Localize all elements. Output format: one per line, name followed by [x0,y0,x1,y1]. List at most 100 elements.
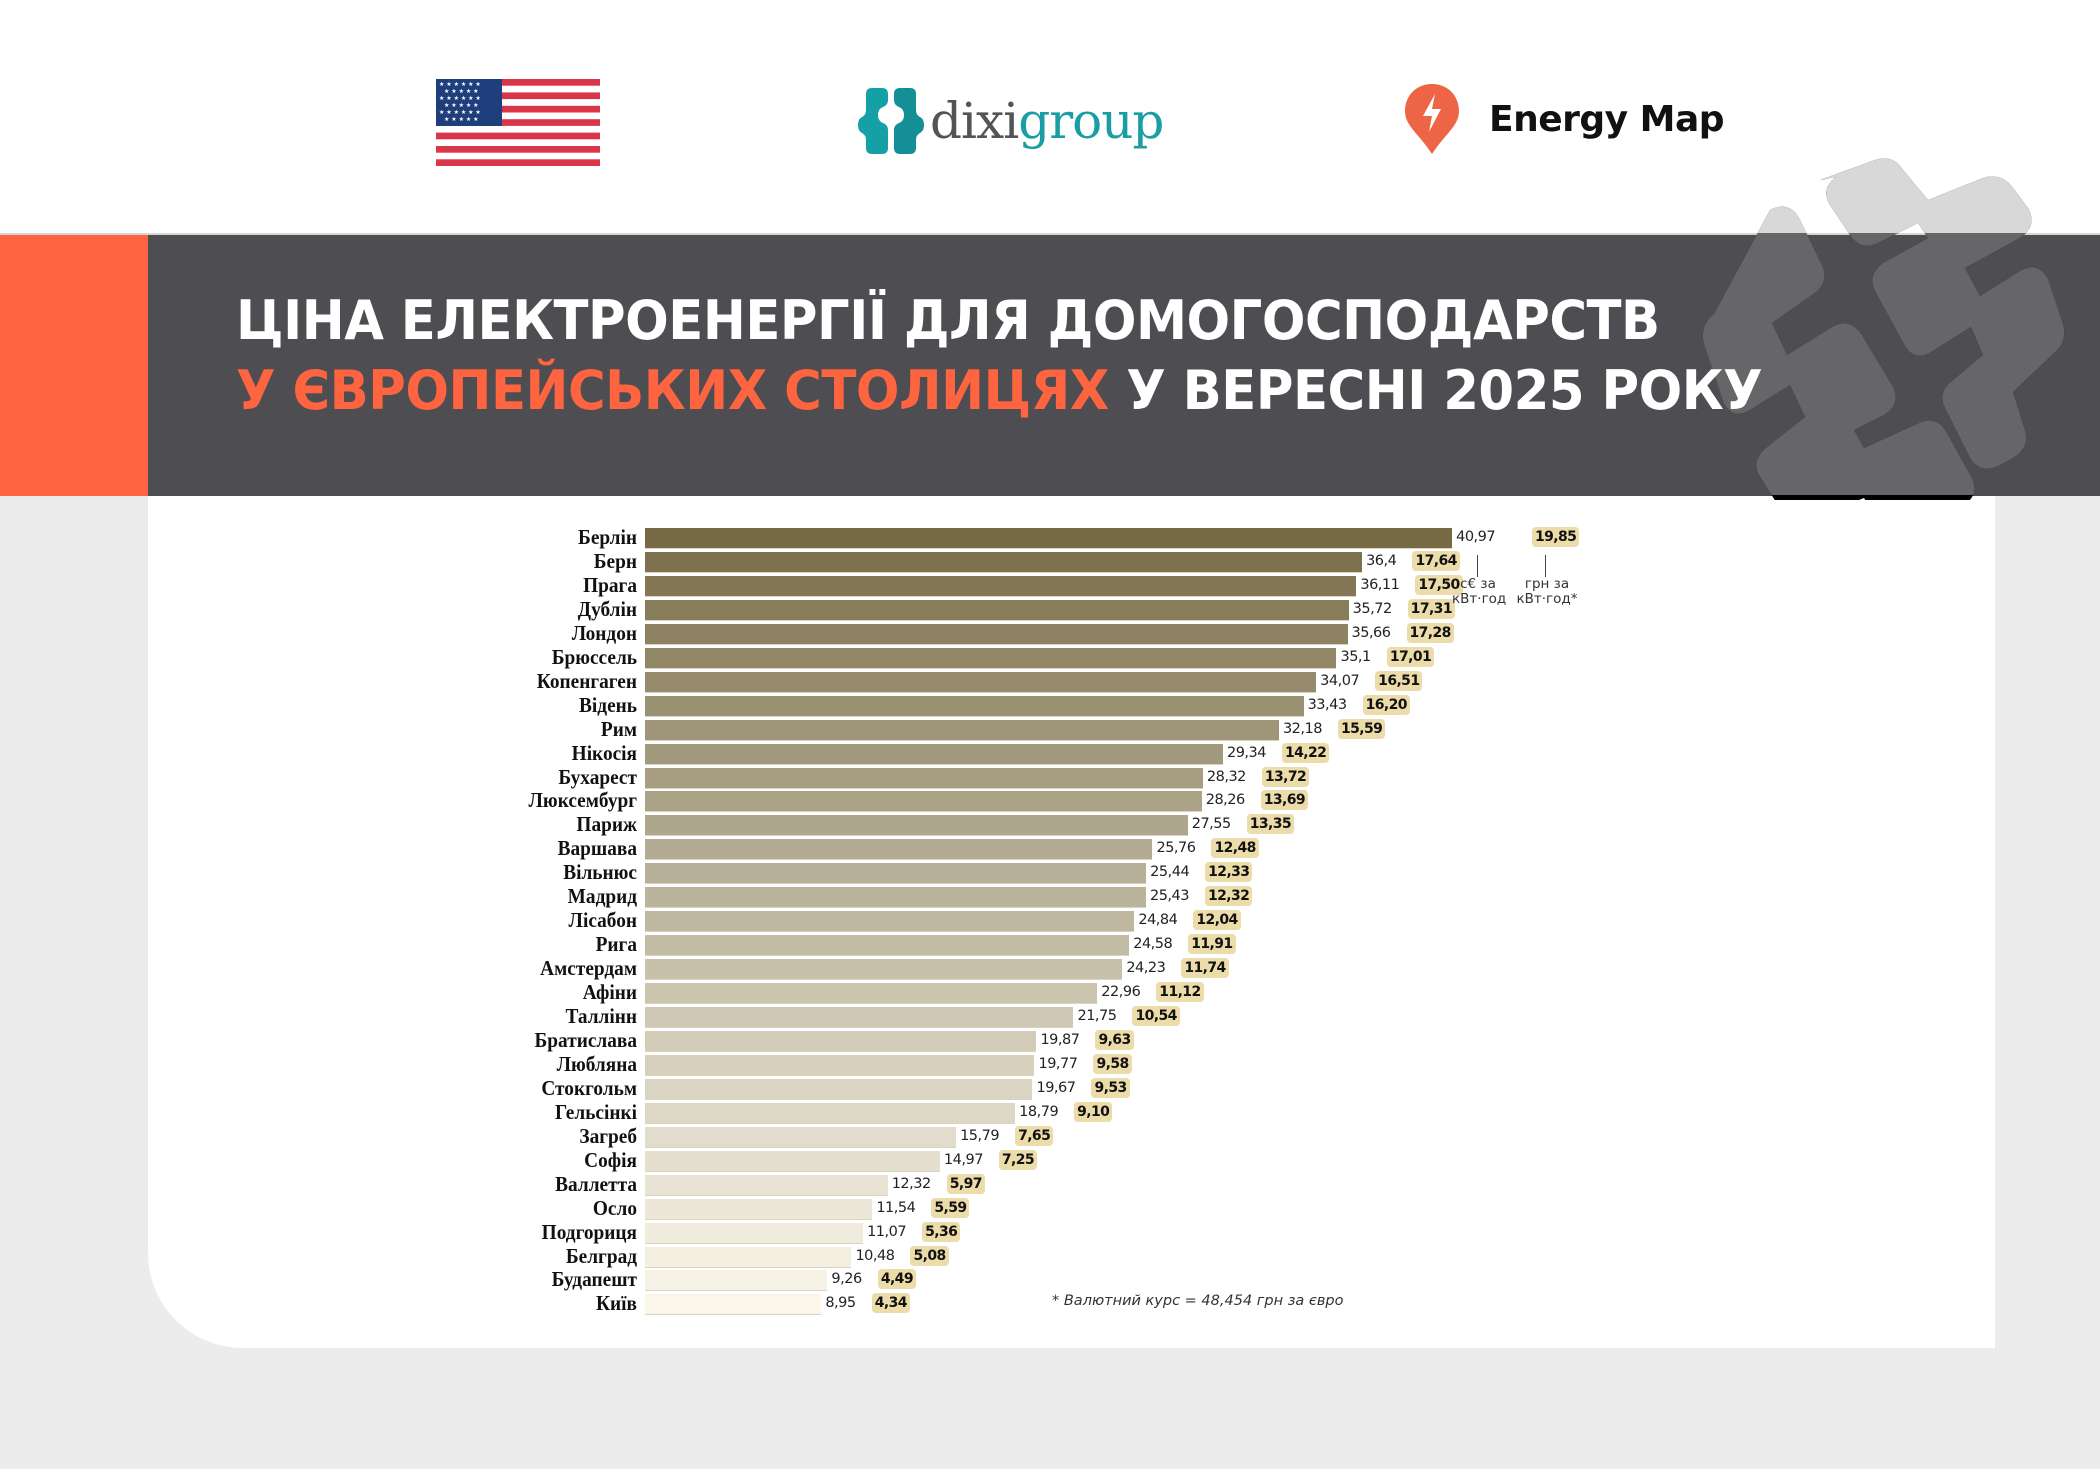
bar [645,983,1098,1004]
city-label: Загреб [579,1123,637,1148]
dixigroup-logo: dixigroup [858,86,1164,156]
bar [645,959,1123,980]
value-eur: 21,75 [1077,1008,1117,1024]
city-label: Валлетта [555,1171,637,1196]
value-uah-badge: 12,04 [1193,910,1241,931]
chart-row: Мадрид 25,43 12,32 [0,884,1900,909]
chart-row: Рим 32,18 15,59 [0,716,1900,742]
value-uah-badge: 9,58 [1093,1053,1132,1074]
value-eur: 19,67 [1036,1079,1076,1096]
city-label: Стокгольм [541,1075,637,1100]
value-uah-badge: 7,25 [998,1149,1038,1170]
value-uah-badge: 11,91 [1188,934,1236,955]
svg-text:★ ★ ★ ★ ★ ★: ★ ★ ★ ★ ★ ★ [439,109,481,116]
value-eur: 24,58 [1133,936,1173,953]
bar [645,695,1304,716]
city-label: Амстердам [540,956,637,981]
bar [645,528,1453,548]
city-label: Лісабон [568,908,637,933]
value-uah-badge: 17,64 [1412,550,1460,571]
legend-uah: грн за кВт·год* [1516,576,1578,607]
value-eur: 40,97 [1456,529,1496,545]
chart-row: Люксембург 28,26 13,69 [0,788,1900,813]
chart-row: Лондон 35,66 17,28 [0,621,1900,646]
chart-row: Варшава 25,76 12,48 [0,836,1900,861]
chart-row: Брюссель 35,1 17,01 [0,645,1900,670]
svg-text:★ ★ ★ ★ ★: ★ ★ ★ ★ ★ [444,88,479,95]
chart-row: Рига 24,58 11,91 [0,932,1900,957]
value-eur: 9,26 [831,1271,862,1288]
city-label: Копенгаген [536,668,637,693]
city-label: Люксембург [528,788,637,813]
value-uah-badge: 17,01 [1386,646,1435,667]
bar [645,719,1279,740]
svg-text:★ ★ ★ ★ ★ ★: ★ ★ ★ ★ ★ ★ [439,95,481,102]
value-uah-badge: 9,10 [1074,1101,1113,1122]
value-eur: 24,84 [1138,912,1178,929]
value-eur: 24,23 [1126,960,1166,977]
value-eur: 25,44 [1150,864,1190,881]
value-eur: 15,79 [960,1127,1000,1144]
value-eur: 35,1 [1340,648,1371,665]
value-eur: 18,79 [1019,1103,1059,1120]
city-label: Варшава [557,836,637,861]
value-uah-badge: 9,63 [1095,1029,1134,1050]
chart-row: Софія 14,97 7,25 [0,1147,1900,1173]
city-label: Рим [600,716,637,741]
value-uah-badge: 16,51 [1375,670,1423,691]
value-uah-badge: 13,69 [1260,790,1309,811]
value-eur: 35,72 [1352,600,1393,617]
logo-band: ★ ★ ★ ★ ★ ★ ★ ★ ★ ★ ★ ★ ★ ★ ★ ★ ★ ★ ★ ★ ★ ★… [0,0,2100,233]
bar [645,839,1153,860]
bar [645,935,1130,956]
value-eur: 10,48 [855,1247,895,1264]
chart-row: Осло 11,54 5,59 [0,1195,1900,1221]
value-uah-badge: 9,53 [1091,1077,1130,1098]
value-uah-badge: 16,20 [1362,694,1410,715]
bar [645,911,1135,932]
city-label: Париж [576,812,637,837]
value-uah-badge: 5,36 [922,1221,961,1242]
value-eur: 11,54 [876,1199,916,1216]
footnote: * Валютний курс = 48,454 грн за євро [1052,1293,1344,1309]
value-eur: 29,34 [1226,744,1267,761]
bar [645,863,1147,884]
dixigroup-watermark-icon [1702,158,2065,500]
city-label: Відень [579,692,637,717]
value-uah-badge: 4,49 [877,1269,916,1290]
bar [645,1054,1035,1075]
chart-row: Белград 10,48 5,08 [0,1244,1900,1269]
value-eur: 36,11 [1360,576,1400,593]
value-eur: 27,55 [1191,816,1232,833]
city-label: Мадрид [567,884,637,909]
chart-row: Лісабон 24,84 12,04 [0,908,1900,933]
chart-row: Загреб 15,79 7,65 [0,1123,1900,1149]
city-label: Софія [584,1147,637,1172]
energy-map-logo: Energy Map [1403,82,1725,156]
value-uah-badge: 17,31 [1407,598,1455,619]
chart-row: Берн 36,4 17,64 [0,549,1900,574]
value-eur: 14,97 [943,1151,984,1168]
dixigroup-icon [858,88,924,154]
city-label: Осло [592,1195,637,1220]
value-uah-badge: 4,34 [871,1293,910,1314]
title-accent: У ЄВРОПЕЙСЬКИХ СТОЛИЦЯХ [236,359,1109,422]
value-eur: 19,77 [1038,1055,1078,1072]
value-uah-badge: 11,74 [1181,958,1229,979]
value-eur: 32,18 [1282,720,1323,737]
chart-row: Любляна 19,77 9,58 [0,1052,1900,1077]
chart-row: Будапешт 9,26 4,49 [0,1267,1900,1292]
city-label: Гельсінкі [554,1099,637,1124]
bar [645,1150,940,1171]
city-label: Берлін [578,525,637,549]
value-eur: 12,32 [891,1175,932,1192]
value-eur: 8,95 [825,1295,856,1312]
bar [645,815,1188,836]
city-label: Братислава [534,1027,637,1052]
energy-map-wordmark: Energy Map [1489,98,1725,140]
chart-row: Валлетта 12,32 5,97 [0,1171,1900,1197]
bar [645,1102,1016,1123]
city-label: Нікосія [571,740,637,765]
city-label: Подгориця [541,1219,637,1244]
city-label: Вільнюс [563,860,637,885]
